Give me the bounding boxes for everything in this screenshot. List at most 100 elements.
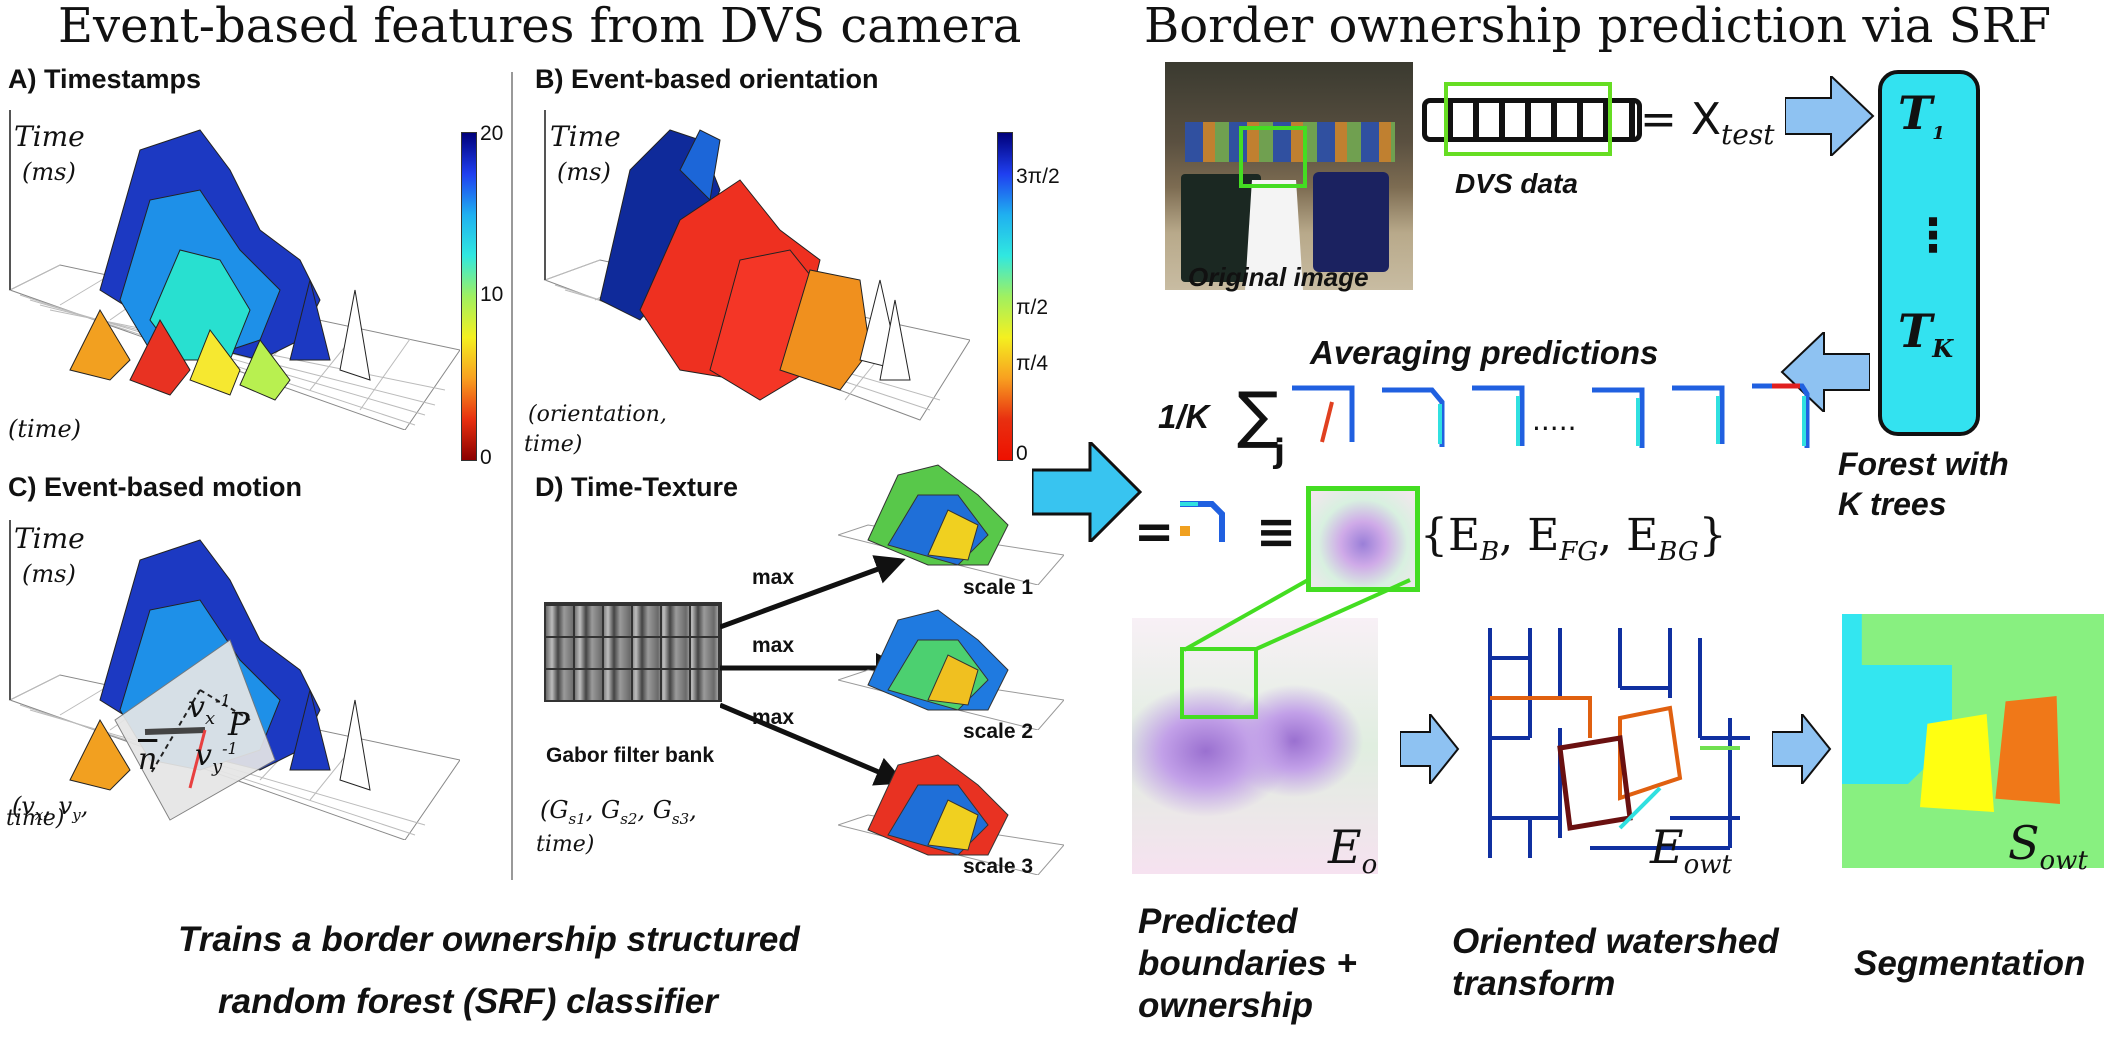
prediction-dots: .....: [1532, 404, 1577, 437]
vertical-divider: [511, 72, 513, 880]
scale-1-label: scale 1: [963, 576, 1034, 599]
scale-3-plot: [838, 754, 1064, 875]
x-test: = Xtest: [1640, 94, 1774, 151]
colorbar-a-tick-bot: 0: [480, 446, 492, 469]
tree-1: T1: [1898, 86, 1945, 144]
edge-set-comma-2: , E: [1598, 510, 1659, 561]
gabor-grid-overlay: [546, 604, 720, 700]
panel-c-vy-sup: -1: [222, 739, 238, 758]
edge-set-fg: FG: [1559, 536, 1599, 567]
tree-k: TK: [1898, 304, 1953, 363]
edge-set-bg: BG: [1658, 536, 1699, 567]
scale-3-label: scale 3: [963, 855, 1034, 878]
edge-set-open: {E: [1420, 510, 1481, 561]
caption-predicted-3: ownership: [1138, 986, 1314, 1025]
eo-label: Eo: [1328, 820, 1377, 880]
tree-1-t: T: [1898, 86, 1933, 140]
panel-c-vy-text-sub: y: [72, 805, 81, 824]
x-test-sub: test: [1721, 117, 1775, 151]
panel-a-x-label: (time): [8, 415, 82, 443]
panel-c-vy-sub: y: [211, 756, 223, 777]
left-caption-line-2: random forest (SRF) classifier: [218, 982, 718, 1021]
colorbar-b: [997, 132, 1013, 461]
panel-a-z-label: Time: [14, 120, 85, 153]
prediction-2: [1382, 387, 1445, 447]
panel-d-x-label-2: time): [536, 832, 595, 857]
dvs-data-strip: [1422, 98, 1642, 142]
segmentation-image: [1842, 614, 2104, 868]
eowt-label: Eowt: [1650, 820, 1732, 880]
sum-prefix: 1/K: [1158, 398, 1210, 435]
tree-dots: ⋮: [1910, 208, 1956, 262]
panel-d-comma: ,: [689, 796, 697, 824]
scale-1-plot: [838, 464, 1064, 585]
owt-image: [1488, 628, 1750, 858]
prediction-6: [1752, 383, 1810, 448]
seg-yellow-region: [1920, 714, 1994, 812]
sowt-sub: owt: [2039, 846, 2088, 877]
panel-b-z-unit: (ms): [557, 158, 611, 186]
panel-b-label: B) Event-based orientation: [535, 64, 879, 94]
eo-sub: o: [1361, 850, 1378, 881]
panel-c-vx-text: (v: [12, 792, 35, 820]
panel-a-z-unit: (ms): [22, 158, 76, 186]
colorbar-a-tick-top: 20: [480, 122, 504, 145]
panel-c-plane-label: P: [228, 705, 250, 743]
colorbar-b-tick-2: π/2: [1016, 296, 1049, 319]
original-image: [1165, 62, 1413, 290]
panel-c-label: C) Event-based motion: [8, 472, 303, 502]
image-mug: [1313, 172, 1389, 272]
arrow-to-seg: [1772, 714, 1832, 784]
panel-b-z-label: Time: [550, 120, 621, 153]
panel-c-vx: vx-1: [188, 690, 231, 729]
left-caption-line-1: Trains a border ownership structured: [178, 920, 800, 959]
caption-predicted-2: boundaries +: [1138, 944, 1357, 983]
panel-c-vy: vy-1: [195, 738, 238, 777]
panel-b-surface-plot: [543, 110, 970, 421]
original-image-label: Original image: [1188, 262, 1369, 292]
panel-c-vy-v: v: [195, 738, 212, 773]
eowt-sub: owt: [1683, 850, 1732, 881]
panel-a-surface-plot: [8, 110, 460, 430]
edge-set: {EB, EFG, EBG}: [1420, 510, 1727, 567]
colorbar-b-tick-3: π/4: [1016, 352, 1049, 375]
panel-c-vx-sub: x: [204, 708, 216, 729]
panel-c-vx-text-sub: x: [34, 805, 44, 824]
prediction-1: [1292, 385, 1355, 443]
averaged-prediction: [1180, 501, 1225, 542]
panel-b-x-label-2: time): [524, 432, 583, 457]
forest-box: [1878, 70, 1980, 436]
caption-owt-2: transform: [1452, 964, 1616, 1003]
scale-2-label: scale 2: [963, 720, 1034, 743]
panel-a-label: A) Timestamps: [8, 64, 202, 94]
gabor-filter-bank: [544, 602, 722, 702]
panel-d-label: D) Time-Texture: [535, 472, 739, 502]
big-cyan-arrow: [1032, 442, 1142, 542]
caption-segmentation: Segmentation: [1854, 944, 2086, 983]
prediction-5: [1672, 385, 1725, 444]
equiv-sign: ≡: [1256, 504, 1297, 560]
max-label-1: max: [752, 566, 795, 589]
max-label-2: max: [752, 634, 795, 657]
gabor-filter-bank-label: Gabor filter bank: [546, 744, 715, 767]
image-green-box: [1239, 126, 1307, 188]
panel-d-x-label-1: (Gs1, Gs2, Gs3,: [540, 796, 697, 828]
panel-c-comma-1: , v: [43, 792, 73, 820]
eowt-e: E: [1650, 820, 1684, 874]
panel-b-x-label-1: (orientation,: [528, 402, 667, 427]
right-title: Border ownership prediction via SRF: [1144, 0, 2052, 54]
panel-d-g2-sub: s2: [620, 809, 638, 828]
sowt-s: S: [2008, 816, 2040, 870]
eo-e: E: [1328, 820, 1362, 874]
caption-predicted-1: Predicted: [1138, 902, 1298, 941]
panel-d-arrows: [720, 555, 906, 786]
colorbar-b-tick-4: 0: [1016, 442, 1028, 465]
predicted-boundaries-green-box: [1180, 647, 1258, 719]
panel-c-z-label: Time: [14, 522, 85, 555]
panel-d-g1: (G: [540, 796, 569, 824]
panel-d-g3-sub: s3: [671, 809, 690, 828]
panel-c-normal-label: n: [138, 742, 158, 777]
forest-label-1: Forest with: [1838, 446, 2009, 482]
panel-d-g2: , G: [585, 796, 621, 824]
averaging-label: Averaging predictions: [1310, 334, 1659, 371]
